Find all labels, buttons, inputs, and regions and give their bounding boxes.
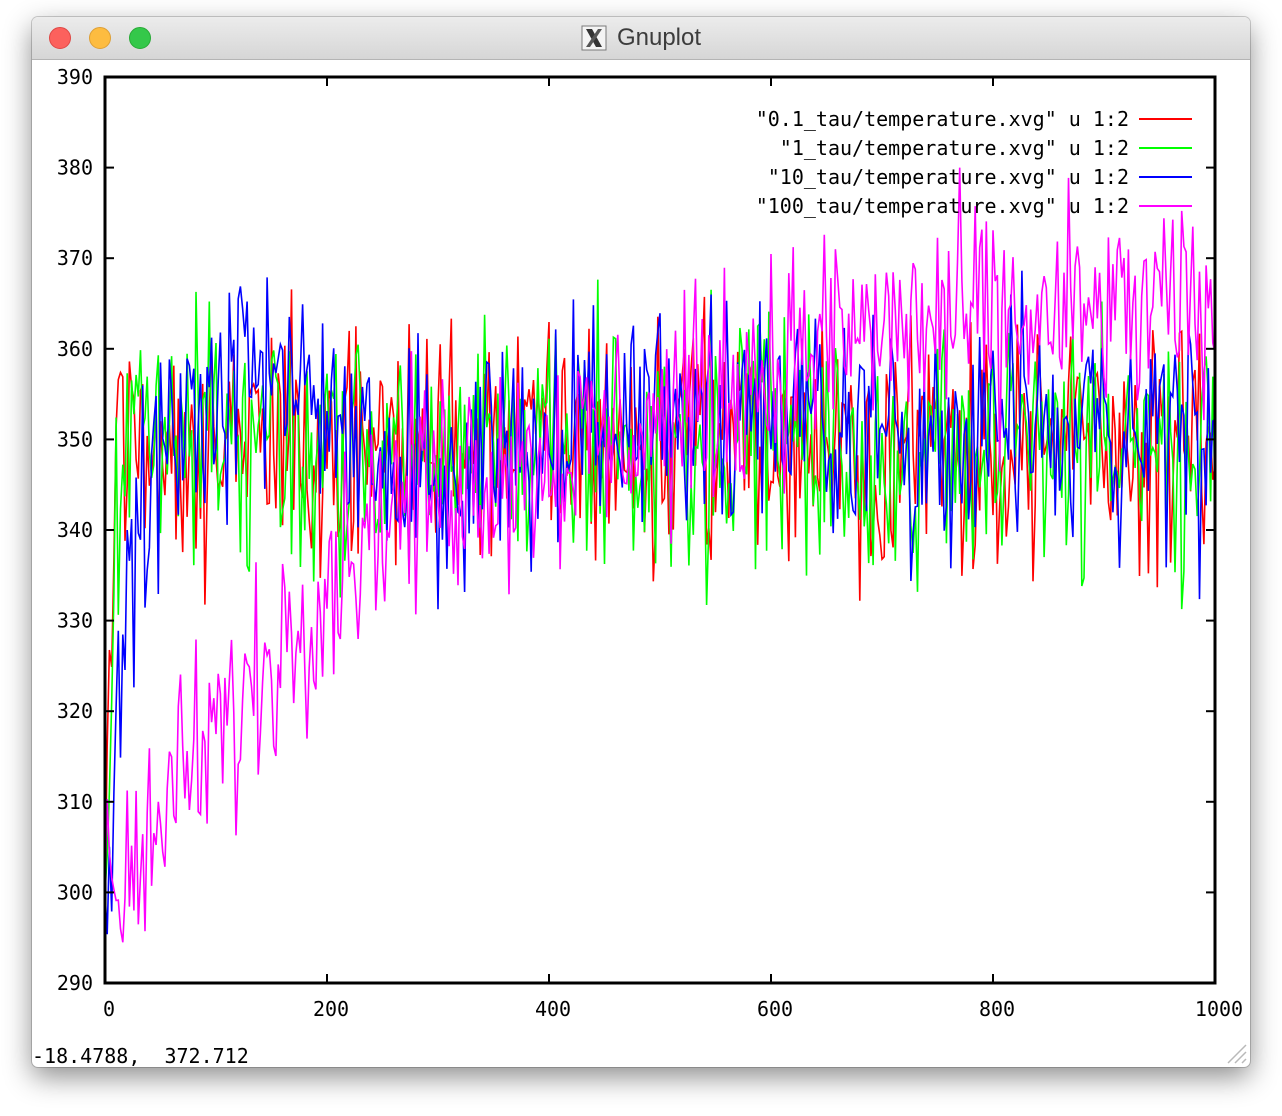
series-line-2 bbox=[104, 279, 1216, 893]
plot-canvas[interactable]: 290 300 310 320 330 340 350 360 370 380 390 0 200 400… bbox=[32, 60, 1250, 1044]
y-tick-label: 360 bbox=[57, 337, 93, 361]
minimize-button[interactable] bbox=[89, 27, 111, 49]
legend-label-1: "0.1_tau/temperature.xvg" u 1:2 bbox=[756, 107, 1129, 131]
y-tick-label: 310 bbox=[57, 790, 93, 814]
axis-ticks: 290 300 310 320 330 340 350 360 370 380 390 0 200 400… bbox=[57, 65, 1243, 1021]
close-button[interactable] bbox=[49, 27, 71, 49]
cursor-coordinates: -18.4788, 372.712 bbox=[32, 1044, 249, 1067]
series-line-3 bbox=[104, 270, 1216, 935]
x-tick-label: 0 bbox=[103, 997, 115, 1021]
y-tick-label: 390 bbox=[57, 65, 93, 89]
series-line-4 bbox=[104, 167, 1216, 943]
zoom-button[interactable] bbox=[129, 27, 151, 49]
resize-grip-icon[interactable] bbox=[1222, 1039, 1248, 1065]
legend-label-4: "100_tau/temperature.xvg" u 1:2 bbox=[756, 194, 1129, 218]
y-tick-label: 350 bbox=[57, 427, 93, 451]
legend-label-3: "10_tau/temperature.xvg" u 1:2 bbox=[768, 165, 1129, 189]
y-tick-label: 340 bbox=[57, 518, 93, 542]
y-tick-label: 380 bbox=[57, 156, 93, 180]
window-title: Gnuplot bbox=[616, 24, 702, 51]
series-layer bbox=[104, 167, 1216, 943]
y-tick-label: 330 bbox=[57, 609, 93, 633]
x-tick-label: 200 bbox=[313, 997, 349, 1021]
y-tick-label: 320 bbox=[57, 699, 93, 723]
y-tick-label: 290 bbox=[57, 971, 93, 995]
legend-label-2: "1_tau/temperature.xvg" u 1:2 bbox=[780, 136, 1129, 160]
legend: "0.1_tau/temperature.xvg" u 1:2 "1_tau/te… bbox=[756, 107, 1192, 218]
x-tick-label: 800 bbox=[979, 997, 1015, 1021]
title-bar[interactable]: Gnuplot bbox=[32, 17, 1250, 60]
x-tick-label: 1000 bbox=[1195, 997, 1243, 1021]
gnuplot-window: Gnuplot 290 300 310 320 330 340 350 360 370 380 39… bbox=[32, 17, 1250, 1067]
y-tick-label: 370 bbox=[57, 246, 93, 270]
x11-icon bbox=[581, 25, 607, 51]
y-tick-label: 300 bbox=[57, 880, 93, 904]
x-tick-label: 600 bbox=[757, 997, 793, 1021]
x-tick-label: 400 bbox=[535, 997, 571, 1021]
